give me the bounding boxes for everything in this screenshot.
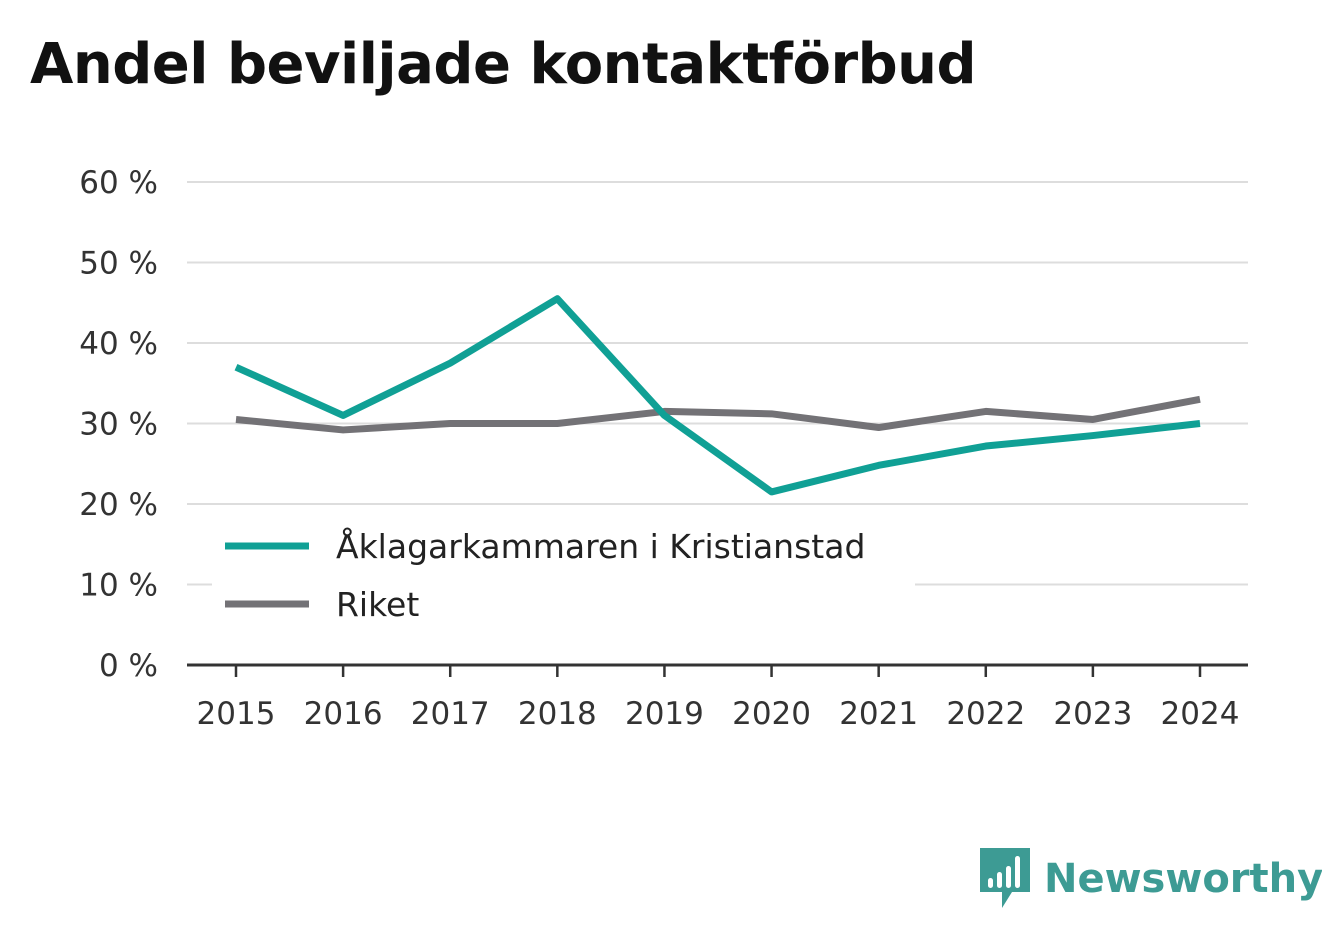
x-tick-label: 2020	[732, 696, 811, 732]
x-tick-label: 2015	[197, 696, 276, 732]
x-tick-label: 2024	[1161, 696, 1240, 732]
newsworthy-brand: Newsworthy	[980, 848, 1322, 910]
x-tick-label: 2021	[839, 696, 918, 732]
x-tick-label: 2023	[1053, 696, 1132, 732]
legend-label: Riket	[336, 585, 419, 624]
y-tick-label: 60 %	[79, 165, 158, 201]
legend-label: Åklagarkammaren i Kristianstad	[336, 526, 865, 566]
x-tick-label: 2022	[946, 696, 1025, 732]
y-tick-label: 30 %	[79, 407, 158, 443]
y-tick-label: 10 %	[79, 568, 158, 604]
bar-chart-speech-bubble-icon	[980, 848, 1030, 908]
x-tick-label: 2016	[304, 696, 383, 732]
y-tick-label: 50 %	[79, 246, 158, 282]
legend-box	[212, 516, 915, 636]
y-tick-label: 40 %	[79, 326, 158, 362]
x-tick-label: 2017	[411, 696, 490, 732]
series-line-1	[235, 395, 1201, 434]
chart-title: Andel beviljade kontaktförbud	[30, 32, 977, 97]
series-line-0	[234, 295, 1201, 496]
brand-name: Newsworthy	[1044, 856, 1322, 902]
x-tick-label: 2018	[518, 696, 597, 732]
y-tick-label: 0 %	[99, 648, 158, 684]
y-tick-label: 20 %	[79, 487, 158, 523]
x-tick-label: 2019	[625, 696, 704, 732]
